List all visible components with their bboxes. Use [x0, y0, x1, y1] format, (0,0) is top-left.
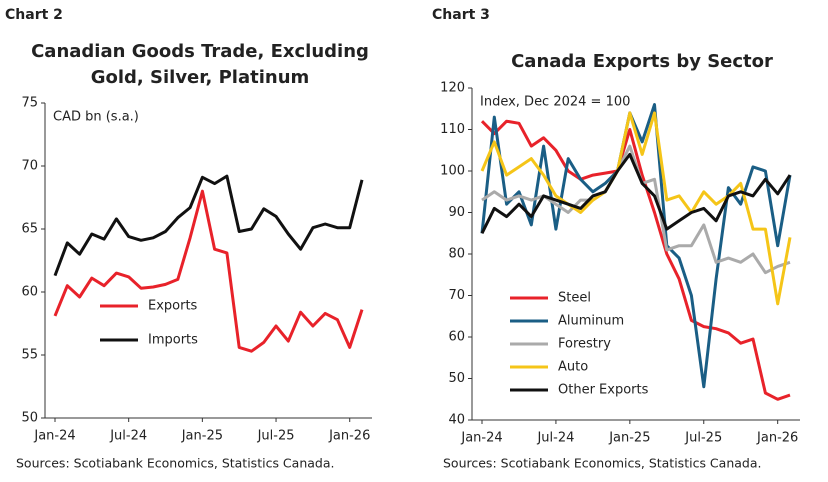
legend-label: Other Exports	[558, 383, 649, 398]
y-tick-label: 40	[448, 413, 465, 428]
y-tick-label: 50	[21, 411, 38, 426]
legend-label: Forestry	[558, 337, 611, 352]
data-line	[480, 119, 791, 401]
annotation: CAD bn (s.a.)	[53, 110, 139, 125]
x-tick-label: Jan-24	[460, 431, 502, 446]
y-tick-label: 90	[448, 205, 465, 220]
chart-title: Gold, Silver, Platinum	[91, 67, 310, 88]
source: Sources: Scotiabank Economics, Statistic…	[16, 456, 334, 471]
data-line	[480, 111, 792, 306]
legend-label: Steel	[558, 291, 591, 306]
y-tick-label: 65	[21, 222, 38, 237]
y-tick-label: 60	[448, 330, 465, 345]
data-line	[53, 189, 364, 353]
data-line	[480, 152, 792, 234]
y-tick-label: 100	[440, 164, 465, 179]
x-tick-label: Jul-25	[684, 431, 722, 446]
x-tick-label: Jan-26	[328, 429, 370, 444]
x-tick-label: Jan-25	[608, 431, 650, 446]
y-tick-label: 50	[448, 371, 465, 386]
y-tick-label: 60	[21, 285, 38, 300]
source: Sources: Scotiabank Economics, Statistic…	[443, 456, 761, 471]
chart-title: Canada Exports by Sector	[511, 51, 773, 72]
chart-title: Canadian Goods Trade, Excluding	[31, 41, 369, 62]
y-tick-label: 70	[21, 159, 38, 174]
legend-label: Exports	[148, 299, 198, 314]
y-tick-label: 55	[21, 348, 38, 363]
x-tick-label: Jan-25	[181, 429, 223, 444]
chart-label: Chart 3	[432, 7, 490, 23]
y-tick-label: 75	[21, 96, 38, 111]
y-tick-label: 110	[440, 122, 465, 137]
y-tick-label: 120	[440, 81, 465, 96]
legend-label: Auto	[558, 360, 588, 375]
legend-label: Imports	[148, 333, 198, 348]
x-tick-label: Jul-25	[257, 429, 295, 444]
data-line	[481, 144, 791, 275]
y-tick-label: 70	[448, 288, 465, 303]
x-tick-label: Jul-24	[536, 431, 574, 446]
x-tick-label: Jan-24	[33, 429, 75, 444]
data-line	[53, 174, 364, 277]
chart-label: Chart 2	[5, 7, 63, 23]
annotation: Index, Dec 2024 = 100	[480, 95, 630, 110]
legend-label: Aluminum	[558, 314, 624, 329]
y-tick-label: 80	[448, 247, 465, 262]
x-tick-label: Jul-24	[109, 429, 147, 444]
x-tick-label: Jan-26	[756, 431, 798, 446]
